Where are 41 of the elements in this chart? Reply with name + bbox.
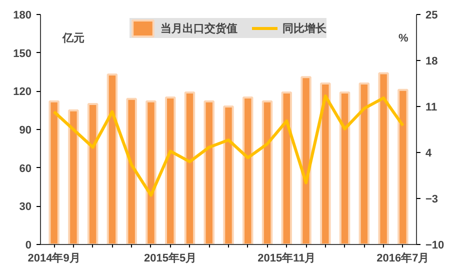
y2-tick-label: 11 [426, 102, 438, 114]
annotation: % [398, 32, 408, 44]
y-tick-label: 180 [13, 10, 32, 22]
bar [223, 106, 234, 244]
y-tick-label: 120 [13, 86, 32, 98]
bar [126, 98, 137, 244]
bar [204, 100, 214, 244]
bar [320, 82, 331, 244]
x-tick-label: 2015年5月 [144, 252, 197, 264]
bar [300, 76, 312, 244]
x-tick-label: 2016年7月 [376, 252, 430, 264]
y2-tick-label: −10 [426, 240, 444, 252]
bar [106, 74, 118, 244]
bar [358, 82, 370, 244]
y-tick-label: 90 [19, 124, 32, 136]
x-tick-label: 2014年9月 [28, 252, 80, 264]
y-tick-label: 150 [13, 48, 32, 60]
bar [262, 100, 273, 244]
y2-tick-label: 18 [426, 56, 438, 68]
x-tick-label: 2015年11月 [258, 252, 316, 264]
legend-label: 当月出口交货值 [160, 22, 238, 36]
bar [378, 72, 389, 244]
bar [164, 96, 176, 244]
y2-tick-label: −3 [426, 194, 438, 206]
bar [339, 91, 350, 244]
annotation: 亿元 [62, 32, 84, 44]
y-tick-label: 60 [19, 162, 32, 175]
bar [68, 109, 79, 244]
y2-tick-label: 4 [426, 148, 432, 160]
bar [281, 91, 292, 244]
line-series [52, 94, 404, 197]
bar [87, 102, 98, 244]
y2-tick-label: 25 [426, 10, 438, 22]
y-tick-label: 30 [19, 201, 32, 214]
bar [48, 100, 60, 244]
bar [398, 88, 408, 244]
bar [242, 96, 254, 244]
bar [184, 91, 196, 244]
bar [146, 100, 156, 244]
y-tick-label: 0 [25, 240, 32, 252]
legend-label: 同比增长 [282, 22, 326, 36]
